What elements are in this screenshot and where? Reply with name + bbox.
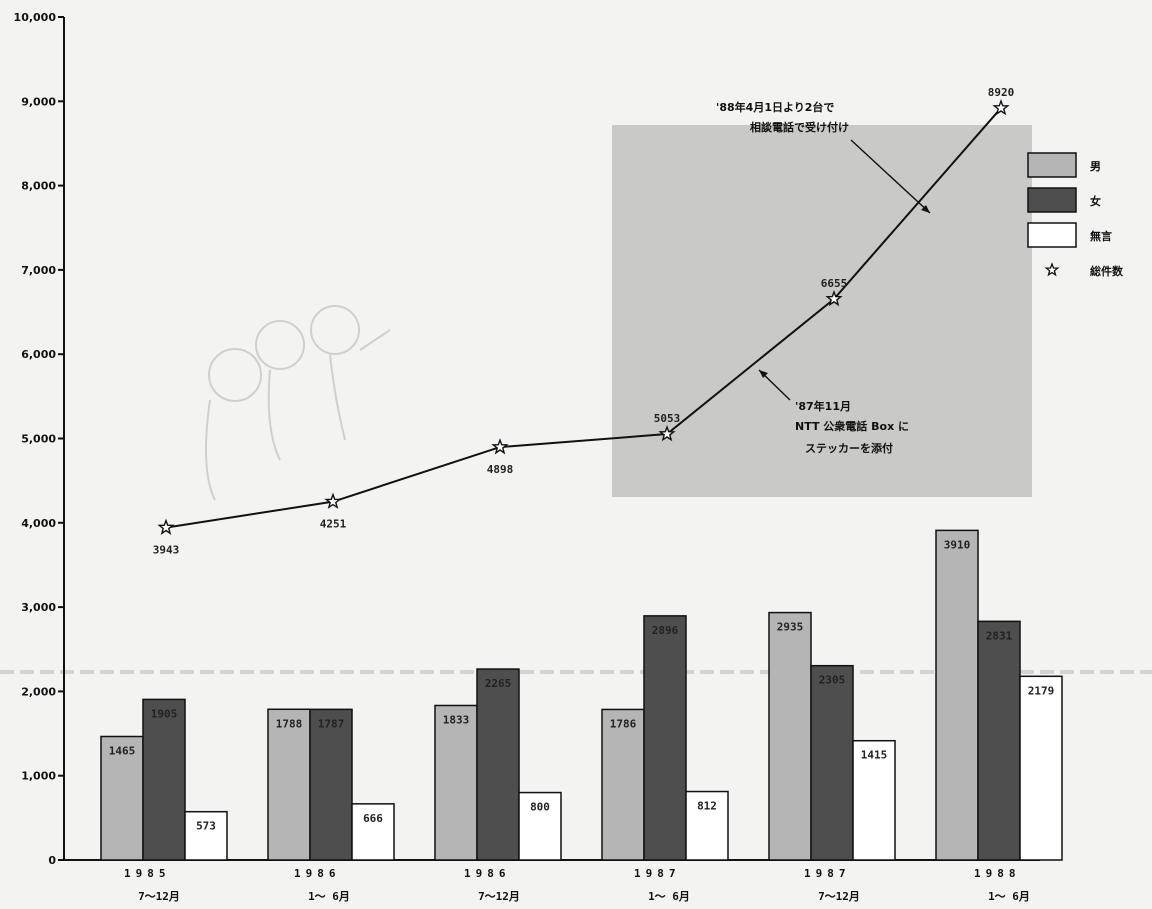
annotation-line: NTT 公衆電話 Box に [795, 419, 909, 433]
line-value-label: 5053 [654, 412, 681, 425]
bar [1019, 675, 1063, 861]
line-value-label: 4251 [320, 518, 347, 531]
bar-value-label: 1786 [610, 717, 637, 730]
line-point-star [157, 518, 175, 535]
y-tick-label: 9,000 [21, 95, 56, 108]
background-photo [612, 125, 1032, 497]
total-line: 3943 4251 4898 5053 6655 8920 [153, 86, 1015, 557]
legend-swatch [1027, 187, 1077, 213]
bar [351, 803, 395, 861]
annotation-line: 相談電話で受け付け [750, 120, 849, 134]
bar-value-label: 2305 [819, 674, 846, 687]
annotation-arrowhead [759, 370, 768, 378]
bar-value-label: 2265 [485, 677, 512, 690]
line-value-label: 8920 [988, 86, 1015, 99]
total-line-path [165, 107, 1002, 529]
x-period-label: 1～ 6月 [308, 890, 350, 903]
bar [476, 668, 520, 861]
bar [184, 810, 228, 861]
bar [601, 708, 645, 861]
bar-value-label: 2831 [986, 629, 1013, 642]
x-period-label: 7～12月 [138, 890, 180, 903]
annotation-line: '88年4月1日より2台で [716, 100, 834, 114]
y-tick-label: 8,000 [21, 180, 56, 193]
x-axis-labels: 1985 7～12月 1986 1～ 6月 1986 7～12月 1987 1～ 6月 1987… [124, 867, 1030, 903]
bar-value-label: 1465 [109, 745, 136, 758]
x-period-label: 1～ 6月 [648, 890, 690, 903]
bar-value-label: 1788 [276, 717, 303, 730]
legend-label: 総件数 [1090, 264, 1124, 278]
legend-star-icon [1044, 262, 1060, 277]
bar-value-label: 1787 [318, 717, 345, 730]
y-tick-label: 0 [48, 854, 56, 867]
y-tick-label: 3,000 [21, 601, 56, 614]
background-decoration [0, 125, 1152, 674]
y-tick-label: 5,000 [21, 433, 56, 446]
bar-value-label: 1415 [861, 749, 888, 762]
bar-value-label: 3910 [944, 538, 971, 551]
bar [267, 708, 311, 861]
bar [518, 791, 562, 861]
annotation-line: ステッカーを添付 [805, 441, 893, 455]
y-tick-label: 1,000 [21, 770, 56, 783]
line-point-star [992, 98, 1010, 116]
legend-swatch [1027, 152, 1077, 178]
y-tick-label: 10,000 [14, 11, 57, 24]
x-period-label: 1～ 6月 [988, 890, 1030, 903]
bar [935, 529, 979, 861]
bar-value-label: 1905 [151, 707, 178, 720]
bar [977, 620, 1021, 861]
line-value-label: 4898 [487, 463, 514, 476]
x-period-label: 7～12月 [818, 890, 860, 903]
x-year-label: 1986 [294, 867, 341, 880]
bar-value-label: 1833 [443, 713, 470, 726]
line-point-star [825, 289, 843, 307]
x-year-label: 1986 [464, 867, 511, 880]
bar [142, 698, 186, 861]
y-tick-label: 6,000 [21, 348, 56, 361]
y-tick-label: 7,000 [21, 264, 56, 277]
x-year-label: 1988 [974, 867, 1021, 880]
legend-label: 男 [1090, 160, 1101, 173]
annotation-arrowhead [921, 205, 930, 213]
y-tick-label: 4,000 [21, 517, 56, 530]
annotation-line: '87年11月 [795, 399, 851, 413]
line-value-label: 6655 [821, 277, 848, 290]
bar [309, 708, 353, 861]
bar [852, 739, 896, 861]
bar-value-label: 800 [530, 801, 550, 814]
x-year-label: 1987 [804, 867, 851, 880]
background-illustration [205, 305, 391, 501]
bar [768, 611, 812, 861]
y-tick-label: 2,000 [21, 685, 56, 698]
bar-value-label: 812 [697, 800, 717, 813]
annotation-arrow [850, 139, 931, 214]
bar-value-label: 666 [363, 812, 383, 825]
bar-value-labels: 1465 1905 573 1788 1787 666 1833 2265 800 1786 289… [109, 538, 1055, 832]
line-point-star [658, 424, 676, 442]
bar-value-label: 2179 [1028, 684, 1055, 697]
bar-value-label: 573 [196, 820, 216, 833]
legend-swatch [1027, 222, 1077, 248]
bar-value-label: 2935 [777, 621, 804, 634]
bar [434, 704, 478, 861]
line-point-star [491, 438, 509, 455]
legend-label: 女 [1090, 194, 1101, 208]
bar [100, 735, 144, 861]
bar [643, 615, 687, 861]
x-year-label: 1985 [124, 867, 171, 880]
line-value-label: 3943 [153, 544, 180, 557]
bar [685, 790, 729, 861]
x-year-label: 1987 [634, 867, 681, 880]
bar-value-label: 2896 [652, 624, 679, 637]
line-point-star [324, 492, 342, 509]
x-period-label: 7～12月 [478, 890, 520, 903]
bar-series [100, 529, 1063, 861]
legend-label: 無言 [1090, 229, 1112, 243]
bar [810, 664, 854, 861]
